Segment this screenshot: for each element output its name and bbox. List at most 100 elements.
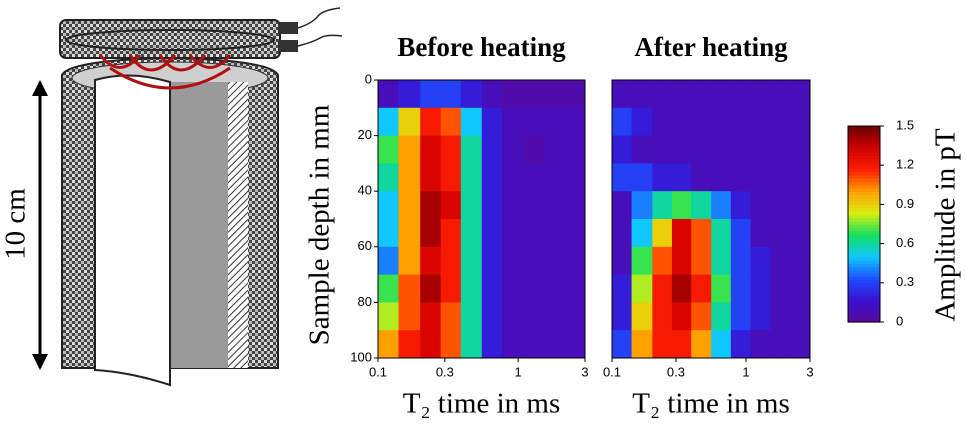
colorbar-band (848, 263, 880, 268)
y-tick-label: 80 (358, 294, 372, 309)
heat-cell (398, 191, 421, 220)
heat-cell (398, 80, 421, 109)
heat-cell (543, 163, 565, 192)
colorbar-band (848, 253, 880, 258)
heat-cell (711, 330, 732, 359)
heat-cell (612, 302, 633, 331)
heat-cell (631, 163, 653, 192)
heat-cell (612, 274, 633, 303)
colorbar-band (848, 178, 880, 183)
heat-cell (502, 135, 524, 164)
heat-cell (652, 330, 673, 359)
heat-cell (770, 302, 791, 331)
heat-cell (671, 191, 692, 220)
heat-cell (691, 191, 712, 220)
heat-cell (631, 107, 653, 137)
heat-cell (502, 107, 524, 137)
heat-cell (612, 80, 633, 109)
heat-cell (378, 107, 399, 137)
heat-cell (750, 163, 771, 192)
colorbar-band (848, 201, 880, 205)
heat-cell (790, 107, 811, 137)
heat-cell (671, 302, 692, 331)
heat-cell (502, 274, 524, 303)
heat-cell (502, 246, 524, 276)
colorbar-band (848, 233, 880, 238)
heat-cell (711, 191, 732, 220)
heat-cell (440, 302, 462, 331)
colorbar-band (848, 305, 880, 310)
heat-cell (790, 274, 811, 303)
heat-cell (398, 107, 421, 137)
heat-cell (652, 80, 673, 109)
colorbar-band (848, 230, 880, 235)
heat-cell (460, 302, 483, 331)
colorbar-label: Amplitude in pT (930, 128, 962, 322)
heat-cell (564, 80, 586, 109)
colorbar-band (848, 295, 880, 300)
plot-title: Before heating (397, 32, 566, 62)
x-axis-label: T₂ time in ms (632, 388, 790, 420)
plot-frame (611, 79, 811, 359)
heat-cell (420, 107, 442, 137)
heat-cell (711, 302, 732, 331)
colorbar-band (848, 269, 880, 274)
heat-cell (378, 163, 399, 192)
colorbar-band (848, 220, 880, 225)
heat-cell (730, 135, 752, 164)
heat-cell (730, 80, 752, 109)
heat-cell (671, 135, 692, 164)
heat-cell (564, 219, 586, 248)
colorbar-band (848, 243, 880, 248)
heat-cell (378, 80, 399, 109)
heat-cell (750, 330, 771, 359)
heat-cell (420, 274, 442, 303)
heat-cell (481, 191, 503, 220)
heat-cell (691, 107, 712, 137)
heat-cell (612, 219, 633, 248)
y-tick-label: 20 (358, 127, 372, 142)
colorbar-band (848, 161, 880, 166)
heat-cell (440, 274, 462, 303)
heat-cell (750, 302, 771, 331)
heat-cell (481, 246, 503, 276)
heat-cell (652, 135, 673, 164)
heat-cell (790, 330, 811, 359)
colorbar-band (848, 289, 880, 294)
heat-cell (522, 219, 545, 248)
heat-cell (770, 80, 791, 109)
heat-cell (711, 135, 732, 164)
colorbar-tick-label: 0.9 (896, 196, 914, 211)
heat-cell (631, 330, 653, 359)
heat-cell (770, 191, 791, 220)
colorbar-band (848, 318, 880, 323)
heat-cell (691, 219, 712, 248)
heat-cell (522, 330, 545, 359)
heat-cell (652, 219, 673, 248)
colorbar-band (848, 142, 880, 147)
colorbar-band (848, 282, 880, 287)
heat-cell (543, 330, 565, 359)
heat-cell (790, 80, 811, 109)
x-tick-label: 0.1 (369, 364, 387, 379)
heat-cell (460, 246, 483, 276)
heat-cell (564, 246, 586, 276)
heat-cell (543, 274, 565, 303)
heat-cell (440, 135, 462, 164)
heat-cell (631, 219, 653, 248)
heat-cell (460, 219, 483, 248)
colorbar-band (848, 292, 880, 297)
x-tick-label: 0.3 (667, 364, 685, 379)
heat-cell (652, 246, 673, 276)
heat-cell (564, 191, 586, 220)
y-axis-label: Sample depth in mm (304, 104, 336, 345)
heat-cell (631, 274, 653, 303)
colorbar-band (848, 191, 880, 196)
heat-cell (522, 107, 545, 137)
colorbar-band (848, 184, 880, 189)
heat-cell (398, 302, 421, 331)
heat-cell (564, 274, 586, 303)
heat-cell (790, 191, 811, 220)
heat-cell (522, 135, 545, 164)
heat-cell (420, 302, 442, 331)
